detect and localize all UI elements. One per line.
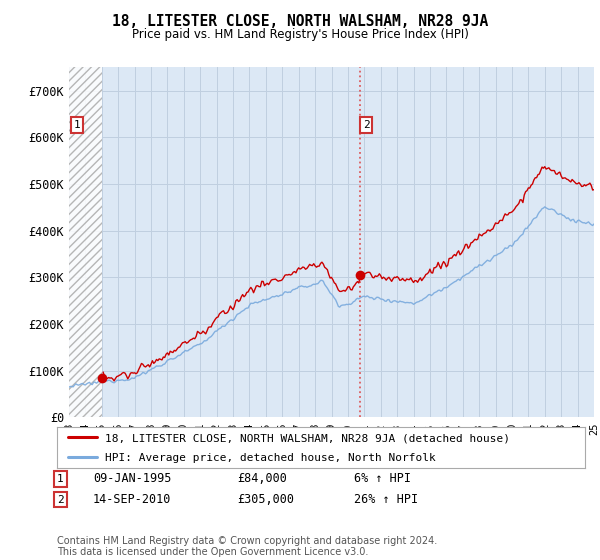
Text: £305,000: £305,000 — [237, 493, 294, 506]
Text: 6% ↑ HPI: 6% ↑ HPI — [354, 472, 411, 486]
Text: HPI: Average price, detached house, North Norfolk: HPI: Average price, detached house, Nort… — [104, 454, 435, 463]
Bar — [69, 67, 103, 417]
Text: 09-JAN-1995: 09-JAN-1995 — [93, 472, 172, 486]
Text: 18, LITESTER CLOSE, NORTH WALSHAM, NR28 9JA (detached house): 18, LITESTER CLOSE, NORTH WALSHAM, NR28 … — [104, 433, 509, 443]
Text: £84,000: £84,000 — [237, 472, 287, 486]
Text: Price paid vs. HM Land Registry's House Price Index (HPI): Price paid vs. HM Land Registry's House … — [131, 28, 469, 41]
Text: 26% ↑ HPI: 26% ↑ HPI — [354, 493, 418, 506]
Text: 1: 1 — [57, 474, 64, 484]
Text: 14-SEP-2010: 14-SEP-2010 — [93, 493, 172, 506]
Text: Contains HM Land Registry data © Crown copyright and database right 2024.
This d: Contains HM Land Registry data © Crown c… — [57, 535, 437, 557]
Text: 2: 2 — [363, 120, 370, 130]
Text: 1: 1 — [74, 120, 80, 130]
Text: 18, LITESTER CLOSE, NORTH WALSHAM, NR28 9JA: 18, LITESTER CLOSE, NORTH WALSHAM, NR28 … — [112, 14, 488, 29]
Text: 2: 2 — [57, 494, 64, 505]
